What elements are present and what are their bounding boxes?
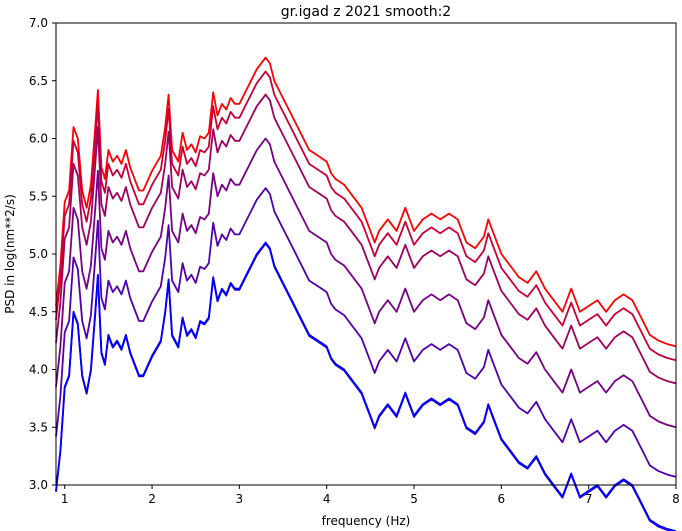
x-tick-label: 8 (672, 492, 680, 506)
x-axis-label: frequency (Hz) (322, 514, 411, 528)
x-tick-label: 1 (61, 492, 69, 506)
y-axis-ticks: 3.0 3.5 4.0 4.5 5.0 5.5 6.0 6.5 7.0 (29, 16, 56, 492)
y-tick-label: 6.5 (29, 74, 48, 88)
y-tick-label: 3.5 (29, 420, 48, 434)
y-tick-label: 7.0 (29, 16, 48, 30)
x-tick-label: 4 (323, 492, 331, 506)
y-tick-label: 6.0 (29, 132, 48, 146)
psd-line-5 (55, 187, 677, 478)
y-tick-label: 3.0 (29, 478, 48, 492)
x-tick-label: 5 (410, 492, 418, 506)
psd-line-7 (55, 241, 677, 531)
chart-title: gr.igad z 2021 smooth:2 (281, 4, 451, 20)
x-axis-ticks: 1 2 3 4 5 6 7 8 (61, 485, 680, 506)
y-tick-label: 5.5 (29, 189, 48, 203)
y-tick-label: 4.0 (29, 363, 48, 377)
y-tick-label: 4.5 (29, 305, 48, 319)
x-tick-label: 3 (236, 492, 244, 506)
psd-line-3 (55, 93, 677, 385)
x-tick-label: 6 (498, 492, 506, 506)
x-tick-label: 2 (148, 492, 156, 506)
psd-line-4 (55, 137, 677, 429)
y-tick-label: 5.0 (29, 247, 48, 261)
y-axis-label: PSD in log(nm**2/s) (3, 194, 17, 314)
plot-lines (55, 56, 677, 531)
psd-line-1 (55, 56, 677, 348)
x-tick-label: 7 (585, 492, 593, 506)
psd-line-6 (55, 242, 675, 531)
psd-line-2 (55, 70, 677, 362)
